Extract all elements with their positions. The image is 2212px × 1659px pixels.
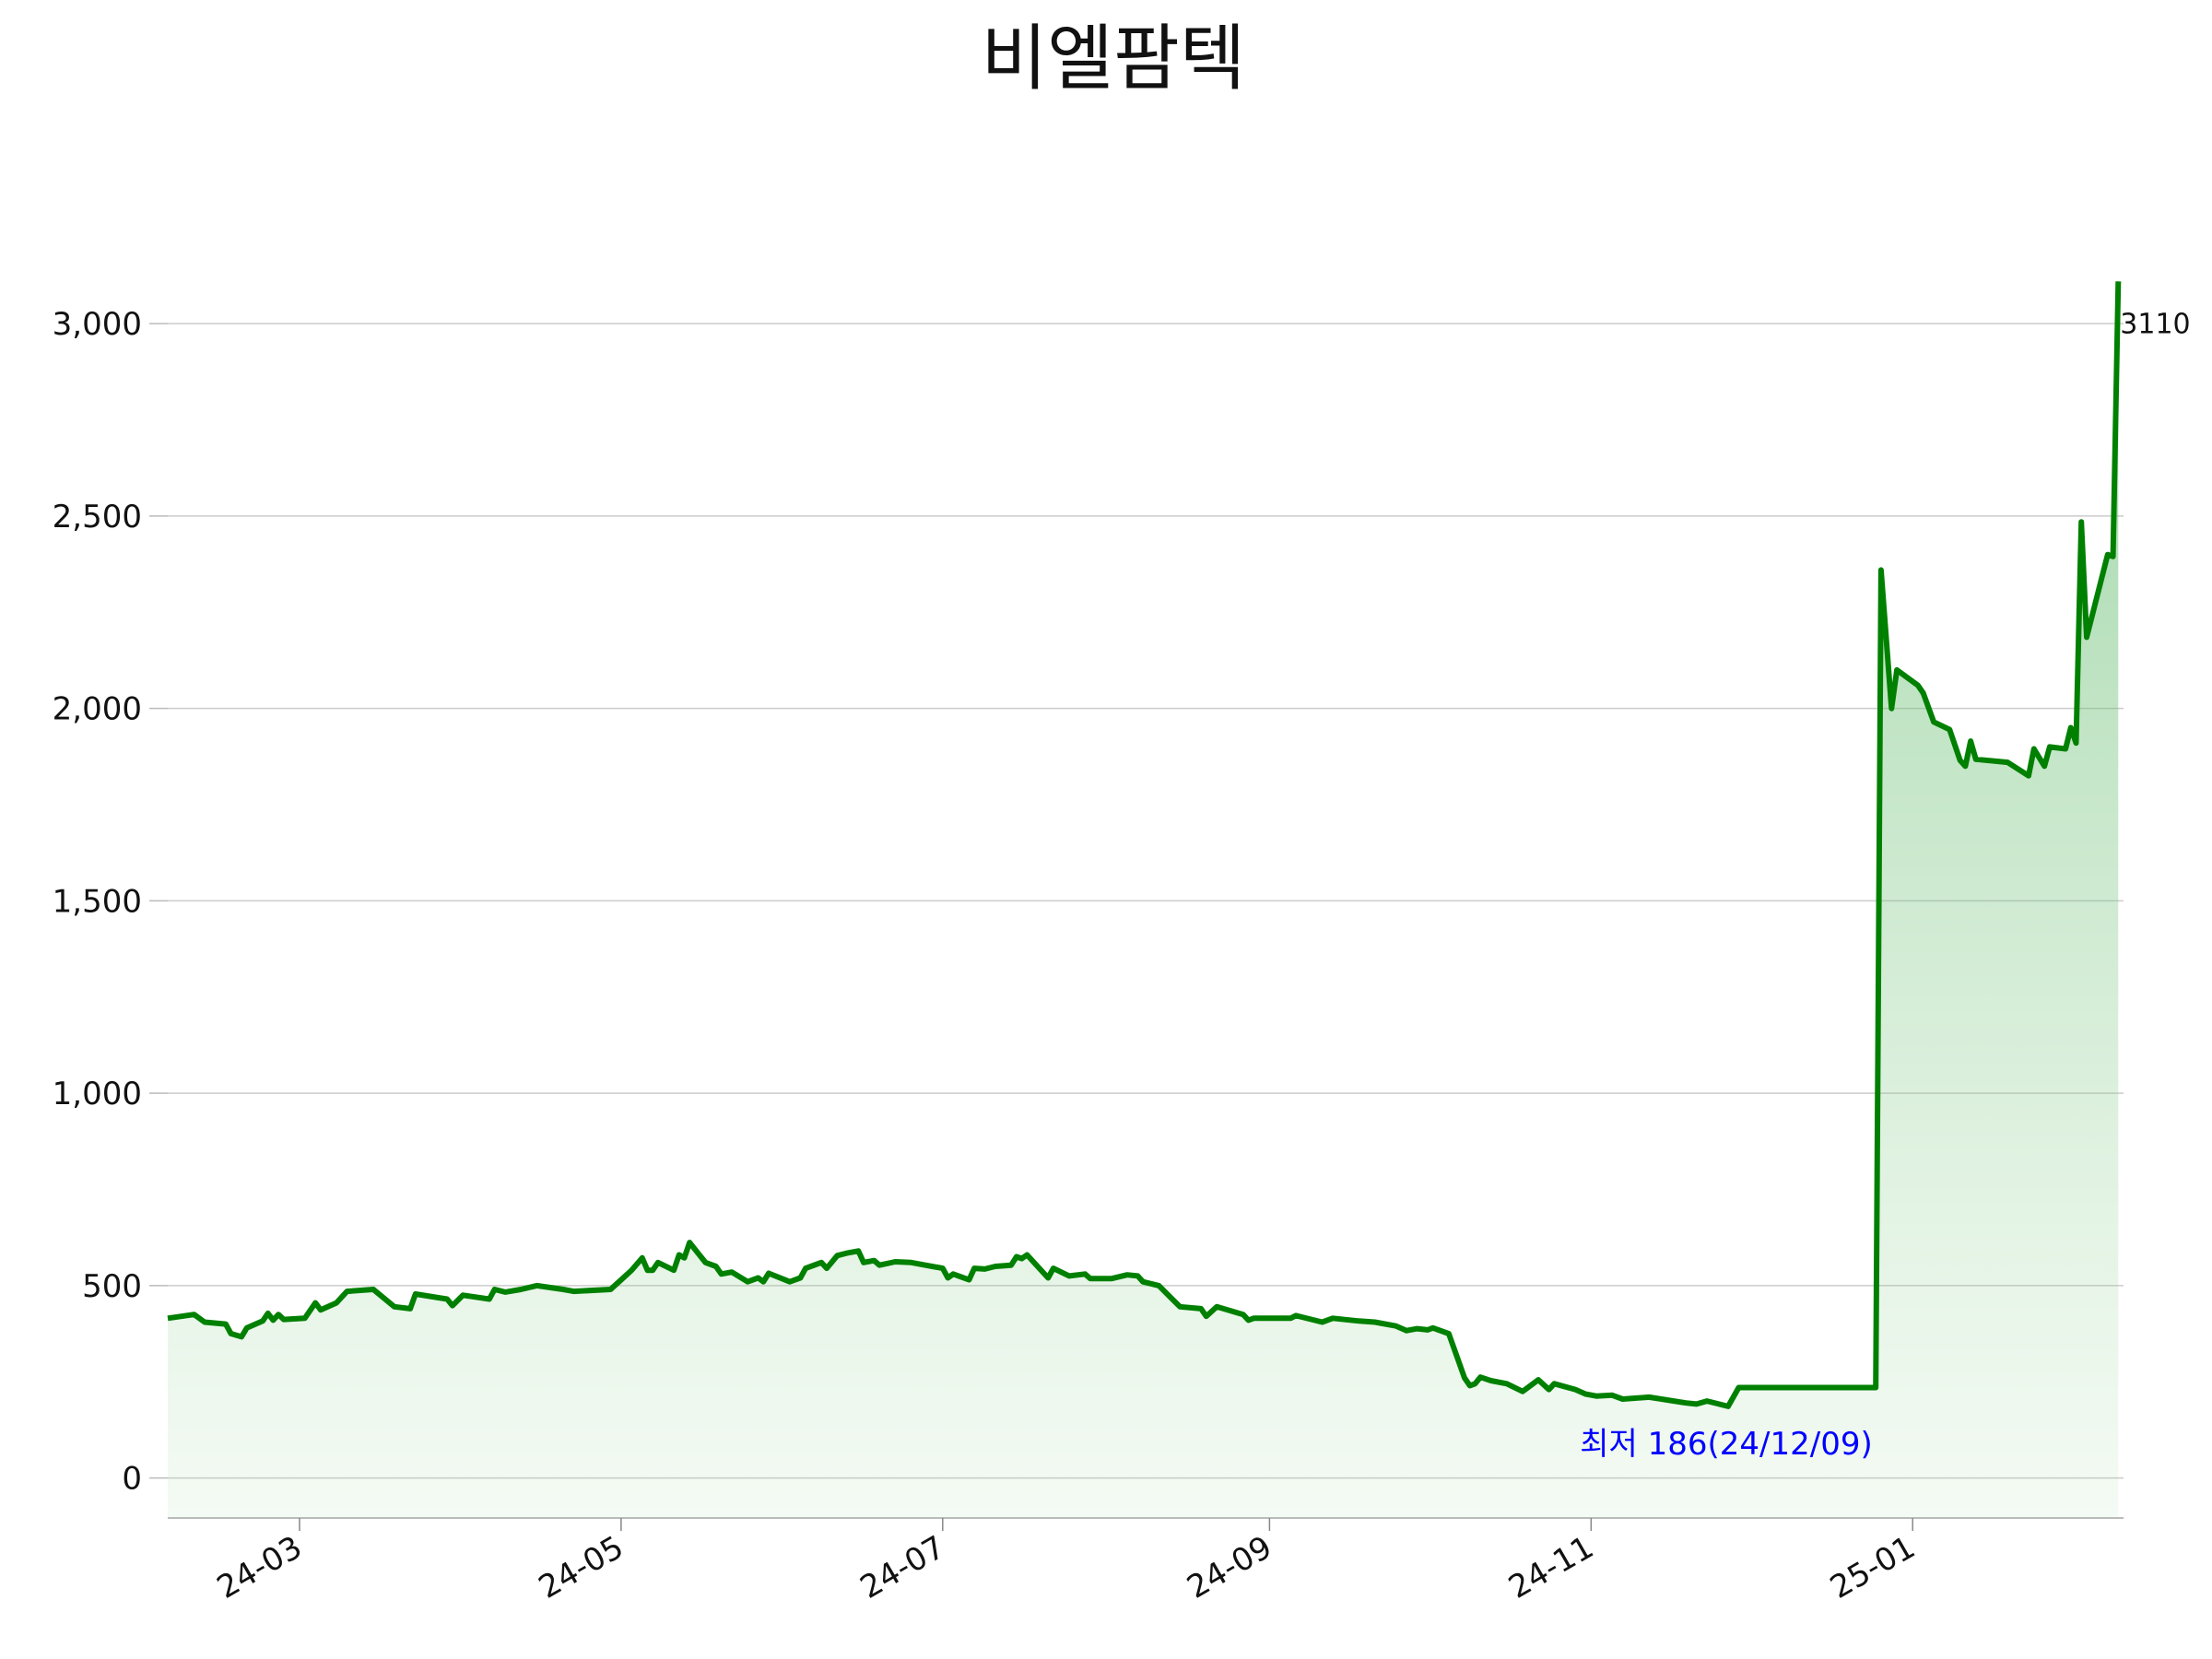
- y-tick-label: 1,500: [53, 883, 142, 920]
- line: [167, 281, 2122, 1409]
- chart-title: 비엘팜텍: [981, 18, 1245, 100]
- area: [168, 281, 2119, 1518]
- min-annotation: 최저 186(24/12/09): [1580, 1426, 1873, 1463]
- x-tick-label: 24-03: [211, 1529, 309, 1606]
- last-value-label: 3110: [2120, 308, 2190, 340]
- x-tick-label: 24-11: [1502, 1529, 1600, 1606]
- y-tick-label: 2,000: [53, 691, 142, 728]
- y-tick-label: 3,000: [53, 306, 142, 343]
- y-tick-label: 0: [122, 1461, 142, 1498]
- x-tick-label: 25-01: [1824, 1529, 1922, 1606]
- y-tick-label: 2,500: [53, 499, 142, 535]
- y-tick-label: 1,000: [53, 1076, 142, 1112]
- y-tick-label: 500: [82, 1268, 142, 1305]
- x-tick-label: 24-05: [533, 1529, 630, 1606]
- x-tick-label: 24-09: [1181, 1529, 1278, 1606]
- x-tick-label: 24-07: [854, 1529, 952, 1606]
